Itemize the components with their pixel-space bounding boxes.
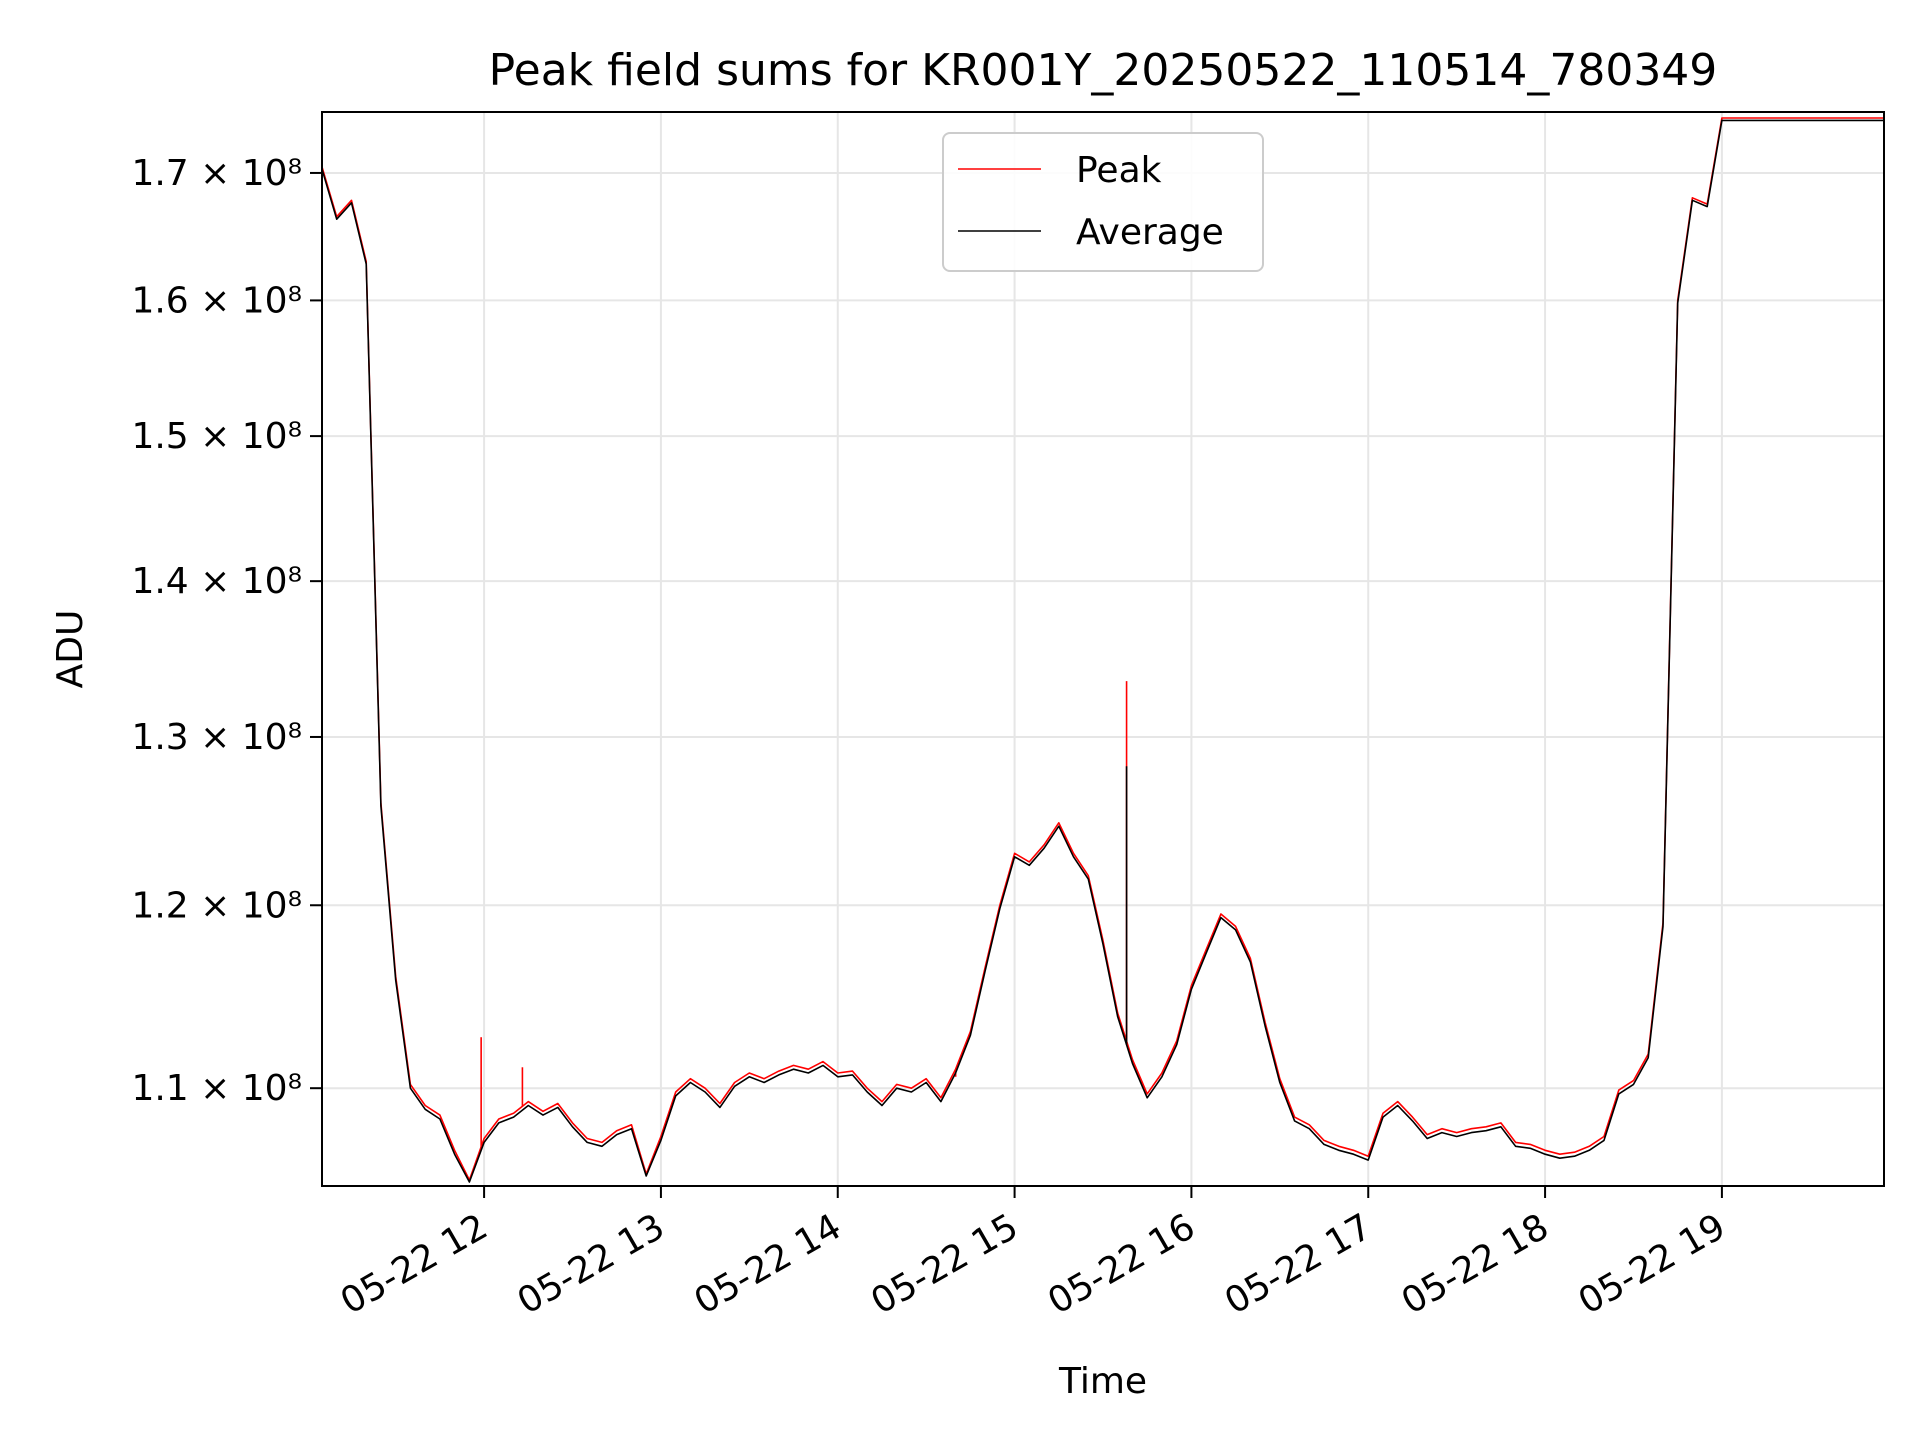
legend-box <box>942 132 1264 272</box>
y-tick-label: 1.5 × 10⁸ <box>131 416 302 457</box>
x-axis-label: Time <box>1058 1361 1147 1402</box>
legend-label-average: Average <box>1076 212 1224 253</box>
chart-title: Peak field sums for KR001Y_20250522_1105… <box>489 45 1718 96</box>
y-tick-label: 1.3 × 10⁸ <box>131 717 302 758</box>
y-tick-label: 1.7 × 10⁸ <box>131 153 302 194</box>
legend-label-peak: Peak <box>1076 150 1162 191</box>
y-axis: 1.1 × 10⁸ 1.2 × 10⁸ 1.3 × 10⁸ 1.4 × 10⁸ 1.5 … <box>131 153 322 1109</box>
y-tick-label: 1.1 × 10⁸ <box>131 1068 302 1109</box>
y-axis-label: ADU <box>50 610 91 689</box>
legend: Peak Average <box>942 132 1264 272</box>
y-tick-label: 1.2 × 10⁸ <box>131 885 302 926</box>
y-tick-label: 1.6 × 10⁸ <box>131 280 302 321</box>
series-layer <box>321 117 1884 1183</box>
series-line-average <box>321 119 1884 1183</box>
plot-frame <box>321 111 1885 1187</box>
y-tick-label: 1.4 × 10⁸ <box>131 561 302 602</box>
